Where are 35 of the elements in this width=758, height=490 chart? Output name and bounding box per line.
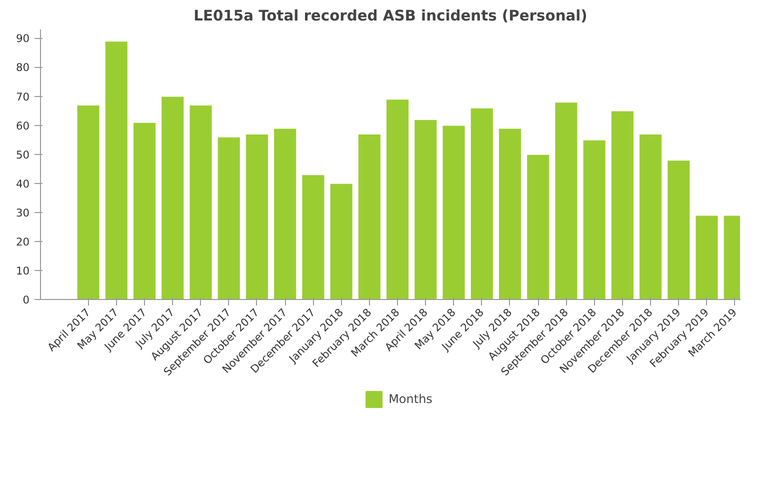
bar — [244, 134, 269, 300]
bar — [470, 107, 494, 300]
bar — [610, 110, 634, 300]
bar — [188, 104, 213, 300]
bar — [666, 160, 691, 300]
y-tick-label: 70 — [16, 90, 30, 104]
bar — [386, 98, 410, 300]
bar — [526, 154, 550, 300]
bar — [329, 182, 354, 300]
y-tick-label: 20 — [16, 235, 30, 248]
bar — [104, 40, 128, 300]
y-tick-label: 50 — [16, 148, 30, 162]
bar — [638, 134, 663, 300]
bar — [216, 136, 241, 300]
y-tick-label: 30 — [16, 206, 30, 220]
y-tick-label: 60 — [16, 119, 30, 132]
y-tick-label: 40 — [16, 177, 30, 190]
bar — [273, 128, 298, 300]
chart-title: LE015a Total recorded ASB incidents (Personal) — [194, 8, 588, 24]
y-tick-label: 0 — [22, 294, 30, 306]
bar — [414, 119, 438, 300]
bar — [301, 174, 326, 300]
legend-label: Months — [388, 392, 432, 406]
bar — [76, 104, 100, 300]
bar — [132, 122, 157, 300]
y-tick-label: 10 — [16, 264, 30, 278]
bar — [160, 96, 185, 300]
bar — [357, 134, 382, 300]
bar — [498, 128, 522, 300]
bar — [554, 102, 578, 300]
bar — [442, 124, 466, 300]
y-tick-label: 90 — [16, 32, 30, 46]
bar — [582, 139, 606, 300]
bar — [694, 214, 719, 300]
y-tick-label: 80 — [16, 61, 30, 74]
